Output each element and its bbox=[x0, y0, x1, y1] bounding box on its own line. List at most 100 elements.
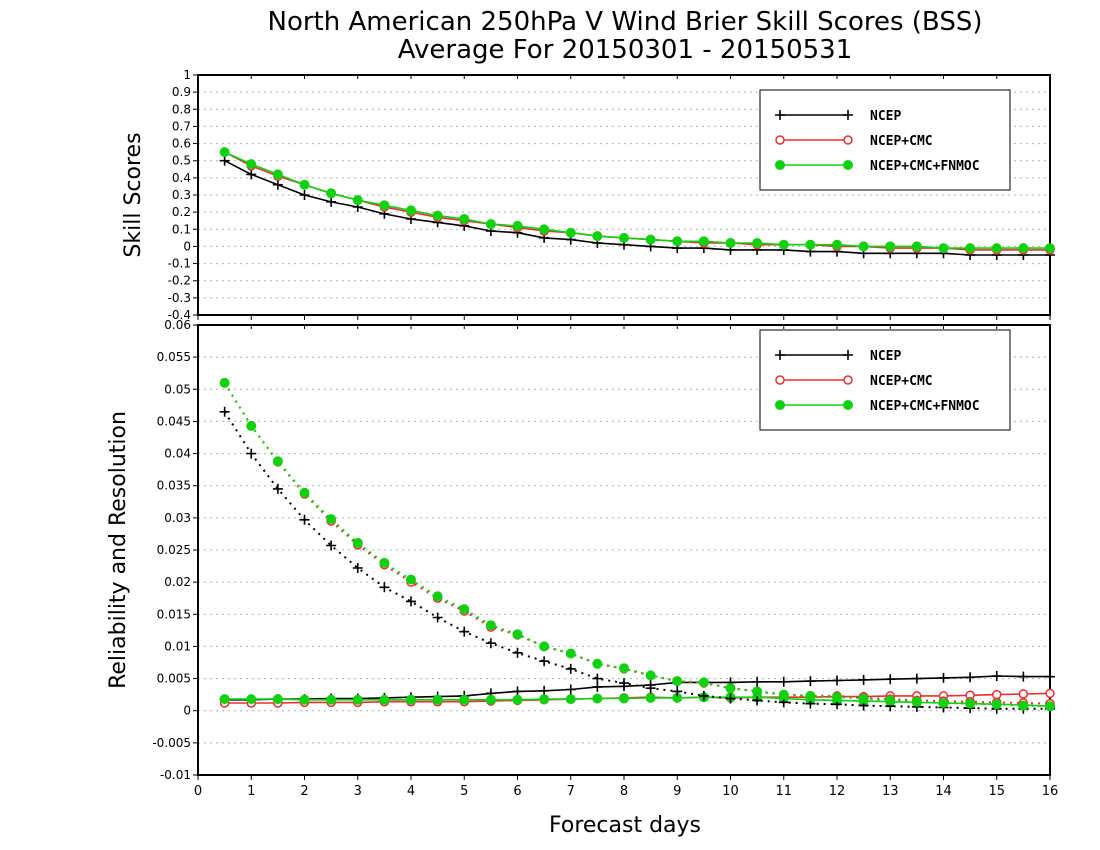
top-data-point bbox=[565, 227, 576, 238]
bottom-series-dotted-ncep-cmc-fnmoc bbox=[219, 377, 1055, 712]
top-series-ncep-cmc-fnmoc bbox=[219, 147, 1055, 254]
bottom-data-point bbox=[512, 647, 523, 658]
bottom-legend-marker bbox=[775, 400, 785, 410]
bottom-data-point bbox=[752, 695, 763, 706]
x-tick-label: 1 bbox=[247, 784, 255, 799]
bottom-data-point bbox=[672, 686, 683, 697]
bottom-plot-frame bbox=[197, 324, 1051, 776]
bottom-data-point bbox=[619, 678, 629, 689]
bottom-data-point bbox=[832, 692, 842, 703]
top-y-tick-label: 0.3 bbox=[172, 188, 191, 202]
top-data-point bbox=[326, 196, 337, 207]
bottom-data-point bbox=[512, 686, 523, 697]
chart-title-line1: North American 250hPa V Wind Brier Skill… bbox=[268, 7, 983, 37]
top-data-point bbox=[938, 243, 949, 254]
bottom-data-point bbox=[752, 686, 763, 697]
bottom-data-point bbox=[1018, 700, 1029, 711]
bottom-data-point bbox=[432, 694, 443, 705]
top-y-tick-label: 0.7 bbox=[172, 119, 191, 133]
bottom-data-point bbox=[432, 591, 443, 602]
top-data-point bbox=[885, 241, 896, 252]
x-tick-label: 7 bbox=[567, 784, 575, 799]
bottom-data-point bbox=[406, 694, 416, 705]
bottom-data-point bbox=[645, 683, 656, 694]
x-tick-label: 5 bbox=[460, 784, 468, 799]
bottom-data-point bbox=[539, 656, 550, 667]
bottom-data-point bbox=[326, 540, 337, 551]
top-legend-marker bbox=[775, 160, 785, 170]
bottom-data-point bbox=[911, 696, 922, 707]
bottom-data-point bbox=[272, 483, 283, 494]
top-legend-label: NCEP+CMC+FNMOC bbox=[870, 159, 980, 174]
bottom-data-point bbox=[485, 694, 496, 705]
top-data-point bbox=[832, 239, 842, 250]
bottom-data-point bbox=[619, 693, 629, 704]
bottom-data-point bbox=[698, 690, 709, 701]
top-panel-y-axis-label: Skill Scores bbox=[121, 132, 146, 257]
bottom-data-point bbox=[592, 681, 603, 692]
bottom-y-tick-label: 0.05 bbox=[164, 382, 191, 396]
top-data-point bbox=[911, 241, 922, 252]
top-y-tick-label: -0.3 bbox=[168, 291, 191, 305]
x-tick-label: 10 bbox=[722, 784, 739, 799]
top-data-point bbox=[246, 169, 257, 180]
bottom-legend-label: NCEP+CMC bbox=[870, 374, 933, 389]
bottom-data-point bbox=[539, 694, 550, 705]
bottom-data-point bbox=[539, 641, 550, 652]
bottom-data-point bbox=[805, 690, 816, 701]
top-y-tick-label: -0.1 bbox=[168, 257, 191, 271]
x-tick-label: 6 bbox=[513, 784, 521, 799]
bottom-data-point bbox=[219, 406, 230, 417]
bottom-data-point bbox=[858, 693, 869, 704]
bottom-data-point bbox=[326, 514, 337, 525]
bottom-legend-label: NCEP+CMC+FNMOC bbox=[870, 399, 980, 414]
bottom-data-point bbox=[246, 694, 257, 705]
bottom-y-tick-label: -0.005 bbox=[152, 736, 191, 750]
x-tick-label: 3 bbox=[354, 784, 362, 799]
top-data-point bbox=[272, 179, 283, 190]
bottom-legend: NCEP NCEP+CMC NCEP+CMC+FNMOC bbox=[759, 329, 1011, 431]
bottom-panel-y-axis-label: Reliability and Resolution bbox=[106, 411, 131, 689]
top-data-point bbox=[965, 243, 976, 254]
bottom-data-point bbox=[326, 694, 337, 705]
bottom-data-point bbox=[938, 672, 949, 683]
bottom-data-point bbox=[565, 648, 576, 659]
bottom-data-point bbox=[992, 689, 1002, 700]
bottom-series-dotted-ncep bbox=[219, 406, 1055, 714]
bottom-data-point bbox=[725, 693, 736, 704]
bottom-data-point bbox=[485, 638, 496, 649]
top-legend-marker bbox=[775, 110, 785, 120]
bottom-y-tick-label: 0.005 bbox=[157, 672, 191, 686]
top-data-point bbox=[672, 236, 683, 247]
top-legend-marker bbox=[843, 110, 853, 120]
x-tick-label: 13 bbox=[882, 784, 899, 799]
top-data-point bbox=[752, 238, 763, 248]
bottom-data-point bbox=[565, 694, 576, 705]
bottom-data-point bbox=[406, 574, 416, 585]
top-y-tick-label: -0.2 bbox=[168, 274, 191, 288]
bottom-data-point bbox=[698, 677, 709, 688]
bottom-data-point bbox=[1018, 689, 1029, 699]
bottom-data-point bbox=[885, 695, 896, 706]
top-data-point bbox=[485, 219, 496, 230]
bottom-y-tick-label: 0.035 bbox=[157, 479, 191, 493]
top-data-point bbox=[379, 200, 390, 211]
bottom-y-tick-label: -0.01 bbox=[160, 768, 191, 782]
top-y-tick-label: 0.6 bbox=[172, 137, 191, 151]
bottom-y-tick-label: 0.045 bbox=[157, 414, 191, 428]
top-legend-marker bbox=[775, 135, 785, 145]
x-tick-label: 14 bbox=[935, 784, 952, 799]
top-data-point bbox=[246, 159, 257, 170]
top-data-point bbox=[406, 205, 416, 216]
top-data-point bbox=[991, 243, 1002, 254]
bottom-data-point bbox=[379, 557, 390, 568]
top-data-point bbox=[698, 236, 709, 247]
x-tick-label: 12 bbox=[829, 784, 846, 799]
bottom-y-tick-label: 0.015 bbox=[157, 607, 191, 621]
bottom-data-point bbox=[592, 673, 603, 684]
top-data-point bbox=[592, 231, 603, 242]
bottom-y-tick-label: 0.06 bbox=[164, 318, 191, 332]
bottom-data-point bbox=[805, 676, 816, 687]
top-data-point bbox=[272, 169, 283, 180]
bottom-data-point bbox=[1045, 671, 1055, 682]
